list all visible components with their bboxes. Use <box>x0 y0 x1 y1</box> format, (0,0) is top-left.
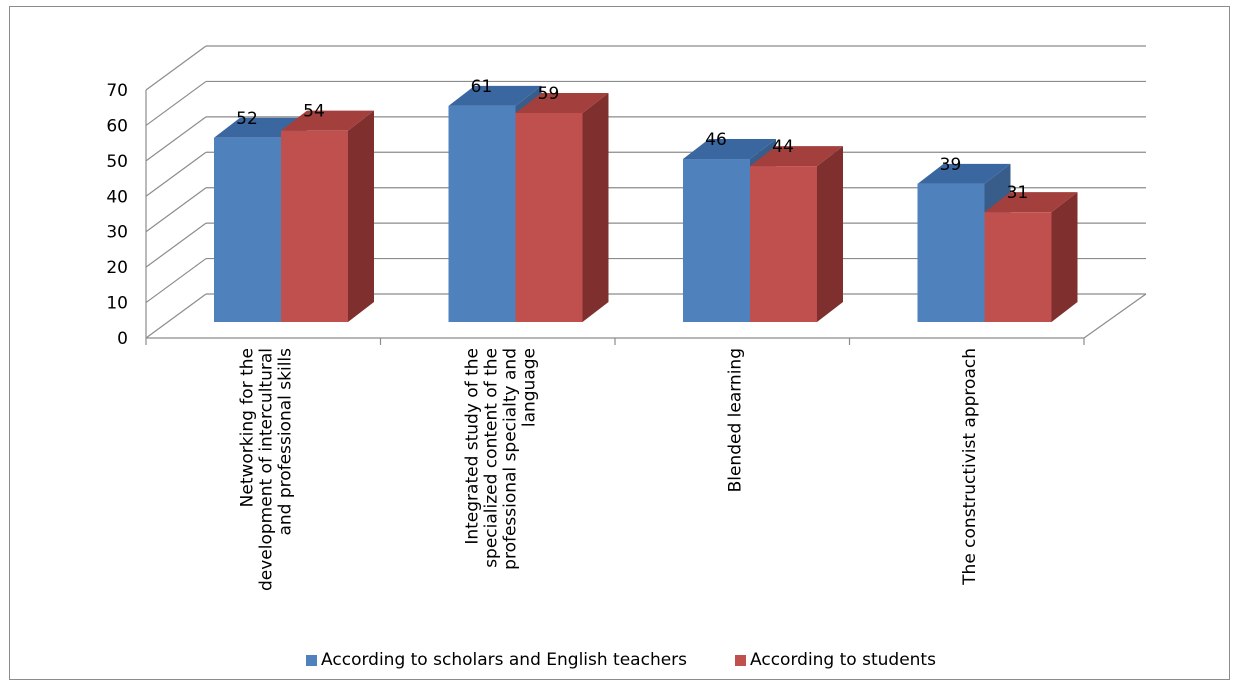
y-tick-label: 40 <box>106 187 128 207</box>
bar-top <box>917 163 1011 184</box>
legend-label-scholars: According to scholars and English teache… <box>321 650 688 670</box>
gridline-side <box>145 222 207 268</box>
bar <box>683 159 750 322</box>
legend-item-students: According to students <box>735 650 936 670</box>
bar-side <box>817 146 843 322</box>
data-label: 59 <box>538 84 560 104</box>
x-tick-label-line: development of intercultural <box>256 348 276 591</box>
bar-top <box>448 85 542 106</box>
x-tick-label: The constructivist approach <box>960 348 980 586</box>
bar-side <box>582 92 609 322</box>
bar <box>515 112 583 322</box>
data-label: 61 <box>471 77 493 97</box>
gridline-side <box>145 45 207 91</box>
x-tick-label-line: specialized content of the <box>481 348 501 568</box>
bar <box>281 130 348 322</box>
x-tick-label: Integrated study of the specialized conte… <box>462 348 539 570</box>
gridline-side <box>145 293 207 339</box>
bar-top <box>281 110 374 131</box>
data-label: 46 <box>705 130 727 150</box>
floor-right-edge <box>1083 293 1147 339</box>
y-tick-label: 70 <box>106 81 128 101</box>
data-label: 31 <box>1007 183 1029 203</box>
legend-swatch-scholars <box>306 654 318 666</box>
y-tick-label: 20 <box>106 258 128 278</box>
legend: According to scholars and English teache… <box>0 650 1242 670</box>
data-label: 54 <box>303 102 325 122</box>
bar <box>214 137 281 322</box>
bar-top <box>683 139 776 160</box>
x-tick-label: Blended learning <box>725 348 745 492</box>
gridline-side <box>145 187 207 233</box>
x-tick-label-line: professional specialty and <box>500 348 520 570</box>
data-label: 52 <box>236 109 258 129</box>
legend-swatch-students <box>735 654 747 666</box>
legend-item-scholars: According to scholars and English teache… <box>306 650 687 670</box>
data-label: 44 <box>772 137 794 157</box>
bar <box>750 166 817 322</box>
bar <box>917 183 985 322</box>
x-tick-label-line: Integrated study of the <box>462 348 482 545</box>
x-tick-label-line: Blended learning <box>725 348 745 492</box>
x-tick-label-line: and professional skills <box>275 348 295 536</box>
bar-top <box>750 146 843 167</box>
gridline-side <box>145 151 207 197</box>
x-tick-label: Networking for the development of intercu… <box>237 348 295 591</box>
bar-top <box>984 192 1078 213</box>
y-tick-label: 50 <box>106 152 128 172</box>
y-tick-label: 30 <box>106 223 128 243</box>
y-tick-label: 0 <box>117 329 128 349</box>
bar-side <box>1051 192 1078 322</box>
gridline-side <box>145 258 207 304</box>
bar <box>984 212 1052 322</box>
bar <box>448 105 516 322</box>
y-tick-label: 10 <box>106 294 128 314</box>
gridline-side <box>145 80 207 126</box>
y-tick-label: 60 <box>106 116 128 136</box>
x-tick-label-line: language <box>519 348 539 427</box>
x-tick-label-line: The constructivist approach <box>960 348 980 586</box>
bar-side <box>348 110 374 322</box>
data-label: 39 <box>940 155 962 175</box>
chart-frame <box>9 6 1230 680</box>
bar-top <box>515 92 609 113</box>
x-tick-label-line: Networking for the <box>237 348 257 507</box>
legend-label-students: According to students <box>750 650 936 670</box>
gridline-side <box>145 116 207 162</box>
